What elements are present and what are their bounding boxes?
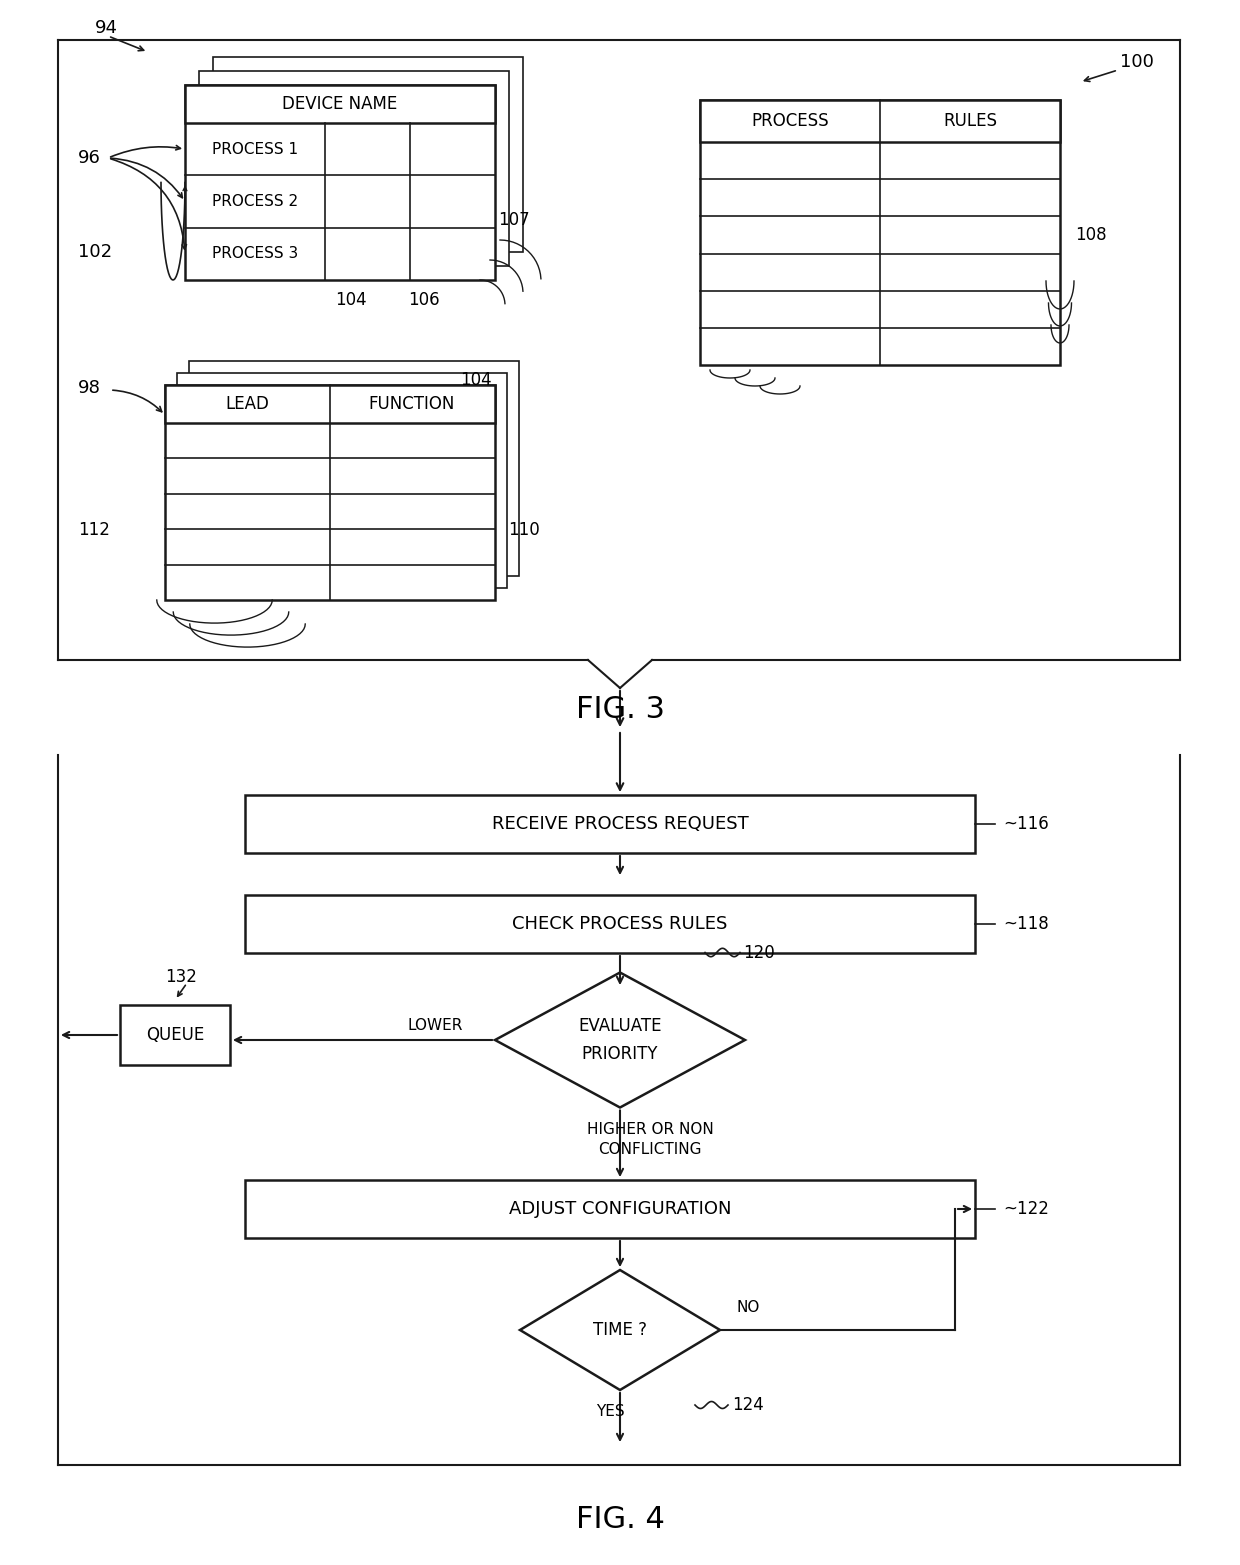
Text: 108: 108 — [1075, 225, 1106, 244]
Text: QUEUE: QUEUE — [146, 1027, 205, 1044]
Bar — [701, 100, 1060, 365]
Text: EVALUATE: EVALUATE — [578, 1017, 662, 1034]
Text: 124: 124 — [732, 1396, 764, 1415]
Text: CHECK PROCESS RULES: CHECK PROCESS RULES — [512, 916, 728, 933]
Text: HIGHER OR NON: HIGHER OR NON — [587, 1122, 713, 1138]
Text: 120: 120 — [743, 944, 775, 961]
Bar — [165, 385, 495, 599]
Text: RULES: RULES — [942, 113, 997, 130]
Bar — [120, 1005, 229, 1066]
Bar — [246, 795, 975, 853]
Text: 107: 107 — [498, 211, 529, 228]
Text: ~122: ~122 — [1003, 1200, 1049, 1218]
Text: PROCESS 1: PROCESS 1 — [212, 142, 298, 156]
Text: DEVICE NAME: DEVICE NAME — [283, 95, 398, 113]
Text: 102: 102 — [78, 243, 112, 261]
Bar — [246, 895, 975, 953]
Text: PROCESS 2: PROCESS 2 — [212, 194, 298, 210]
Text: LEAD: LEAD — [226, 394, 269, 413]
Text: TIME ?: TIME ? — [593, 1321, 647, 1340]
Text: ~118: ~118 — [1003, 916, 1049, 933]
Text: CONFLICTING: CONFLICTING — [598, 1142, 702, 1157]
Text: PROCESS 3: PROCESS 3 — [212, 246, 298, 261]
Bar — [198, 70, 508, 266]
Text: NO: NO — [737, 1301, 760, 1316]
Text: 104: 104 — [335, 291, 367, 308]
Text: 106: 106 — [408, 291, 440, 308]
Bar — [701, 100, 1060, 142]
Text: 110: 110 — [508, 521, 539, 538]
Text: PROCESS: PROCESS — [751, 113, 828, 130]
Text: 100: 100 — [1120, 53, 1154, 70]
Text: 94: 94 — [95, 19, 118, 38]
Bar — [213, 56, 523, 252]
Text: ADJUST CONFIGURATION: ADJUST CONFIGURATION — [508, 1200, 732, 1218]
Bar — [165, 385, 495, 423]
Bar — [188, 362, 520, 576]
Text: 96: 96 — [78, 149, 100, 167]
Text: LOWER: LOWER — [407, 1017, 463, 1033]
Text: FIG. 3: FIG. 3 — [575, 695, 665, 725]
Text: 98: 98 — [78, 379, 100, 398]
Text: PRIORITY: PRIORITY — [582, 1045, 658, 1063]
Polygon shape — [495, 972, 745, 1108]
Text: FIG. 4: FIG. 4 — [575, 1506, 665, 1535]
Bar — [185, 85, 495, 124]
Bar — [246, 1180, 975, 1238]
Text: 112: 112 — [78, 521, 110, 538]
Bar — [177, 372, 507, 588]
Text: RECEIVE PROCESS REQUEST: RECEIVE PROCESS REQUEST — [491, 815, 749, 833]
Bar — [185, 85, 495, 280]
Polygon shape — [520, 1271, 720, 1390]
Text: 104: 104 — [460, 371, 491, 390]
Text: YES: YES — [595, 1404, 624, 1419]
Text: FUNCTION: FUNCTION — [368, 394, 455, 413]
Text: ~116: ~116 — [1003, 815, 1049, 833]
Text: 132: 132 — [165, 969, 197, 986]
